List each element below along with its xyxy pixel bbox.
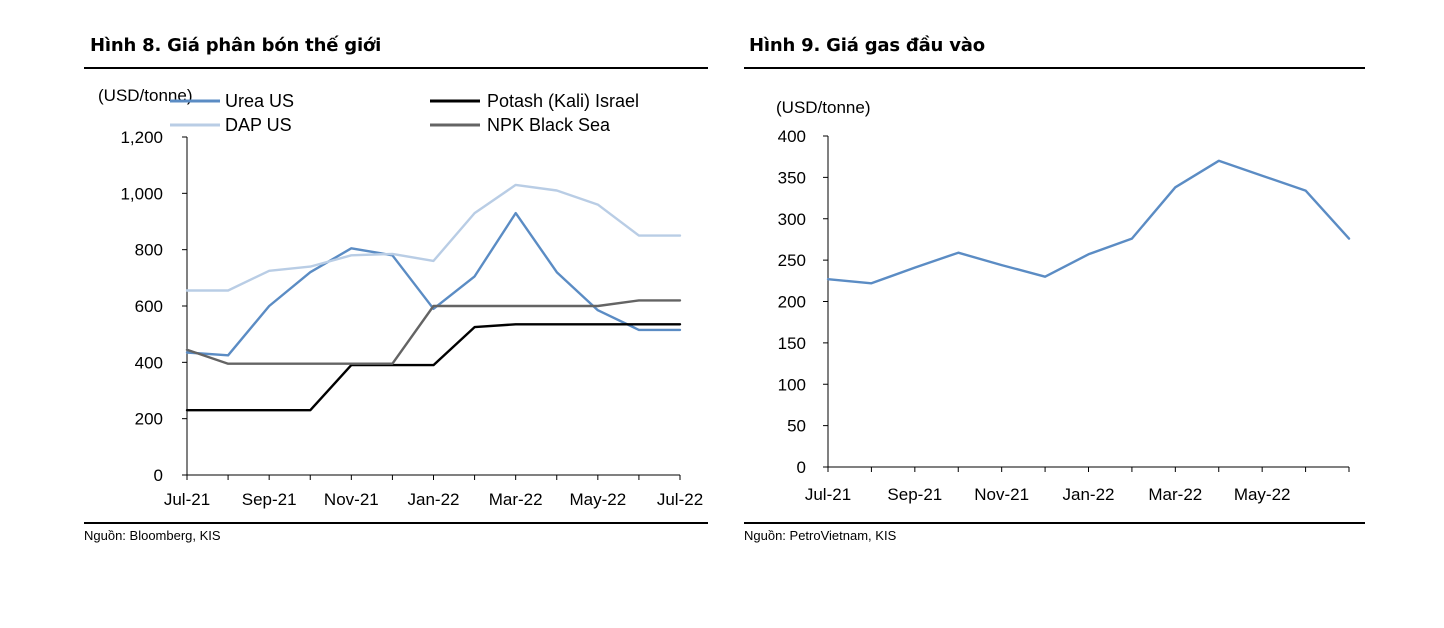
x-tick-label: Jul-22 <box>657 490 703 509</box>
figure-8-top-rule <box>84 67 708 69</box>
y-tick-label: 200 <box>135 410 163 429</box>
x-tick-label: Mar-22 <box>489 490 543 509</box>
x-tick-label: Mar-22 <box>1148 485 1202 504</box>
x-tick-label: Nov-21 <box>324 490 379 509</box>
y-tick-label: 1,000 <box>120 184 163 203</box>
series-line-dap-us <box>185 183 682 292</box>
y-tick-label: 600 <box>135 297 163 316</box>
figure-9-source: Nguồn: PetroVietnam, KIS <box>744 528 897 543</box>
series-line-urea-us <box>185 211 682 357</box>
y-tick-label: 300 <box>778 210 806 229</box>
y-tick-label: 400 <box>135 353 163 372</box>
y-tick-label: 800 <box>135 241 163 260</box>
x-tick-label: Jan-22 <box>408 490 460 509</box>
x-tick-label: Sep-21 <box>242 490 297 509</box>
series-line-potash-kali-israel <box>185 323 682 412</box>
y-tick-label: 100 <box>778 375 806 394</box>
y-axis-unit-label: (USD/tonne) <box>98 86 192 105</box>
legend-label-potash-kali-israel: Potash (Kali) Israel <box>487 91 639 111</box>
y-tick-label: 400 <box>778 127 806 146</box>
y-tick-label: 350 <box>778 168 806 187</box>
series-line-npk-black-sea <box>185 299 682 365</box>
x-tick-label: Jan-22 <box>1063 485 1115 504</box>
x-tick-label: May-22 <box>1234 485 1291 504</box>
legend-label-dap-us: DAP US <box>225 115 292 135</box>
legend-label-urea-us: Urea US <box>225 91 294 111</box>
y-tick-label: 250 <box>778 251 806 270</box>
y-tick-label: 50 <box>787 417 806 436</box>
y-axis-unit-label: (USD/tonne) <box>776 98 870 117</box>
x-tick-label: Jul-21 <box>805 485 851 504</box>
figure-8-title: Hình 8. Giá phân bón thế giới <box>90 35 382 56</box>
legend-label-npk-black-sea: NPK Black Sea <box>487 115 611 135</box>
x-tick-label: May-22 <box>569 490 626 509</box>
x-tick-label: Nov-21 <box>974 485 1029 504</box>
figure-9-top-rule <box>744 67 1365 69</box>
series-line-gas <box>826 159 1351 285</box>
figure-8-bottom-rule <box>84 522 708 524</box>
figure-8-chart: 0 200 400 600 800 1,000 1,200 Jul-21 Sep-21 Nov-2… <box>98 86 703 509</box>
y-tick-label: 0 <box>797 458 806 477</box>
y-tick-label: 200 <box>778 293 806 312</box>
figure-9-chart: 0 50 100 150 200 250 300 350 400 Jul-21 Sep-21 Nov-… <box>776 98 1351 504</box>
y-tick-label: 1,200 <box>120 128 163 147</box>
x-tick-label: Jul-21 <box>164 490 210 509</box>
x-tick-label: Sep-21 <box>887 485 942 504</box>
figure-9-title: Hình 9. Giá gas đầu vào <box>749 35 985 56</box>
y-tick-label: 150 <box>778 334 806 353</box>
y-tick-label: 0 <box>154 466 163 485</box>
figure-9-bottom-rule <box>744 522 1365 524</box>
figure-8-source: Nguồn: Bloomberg, KIS <box>84 528 221 543</box>
